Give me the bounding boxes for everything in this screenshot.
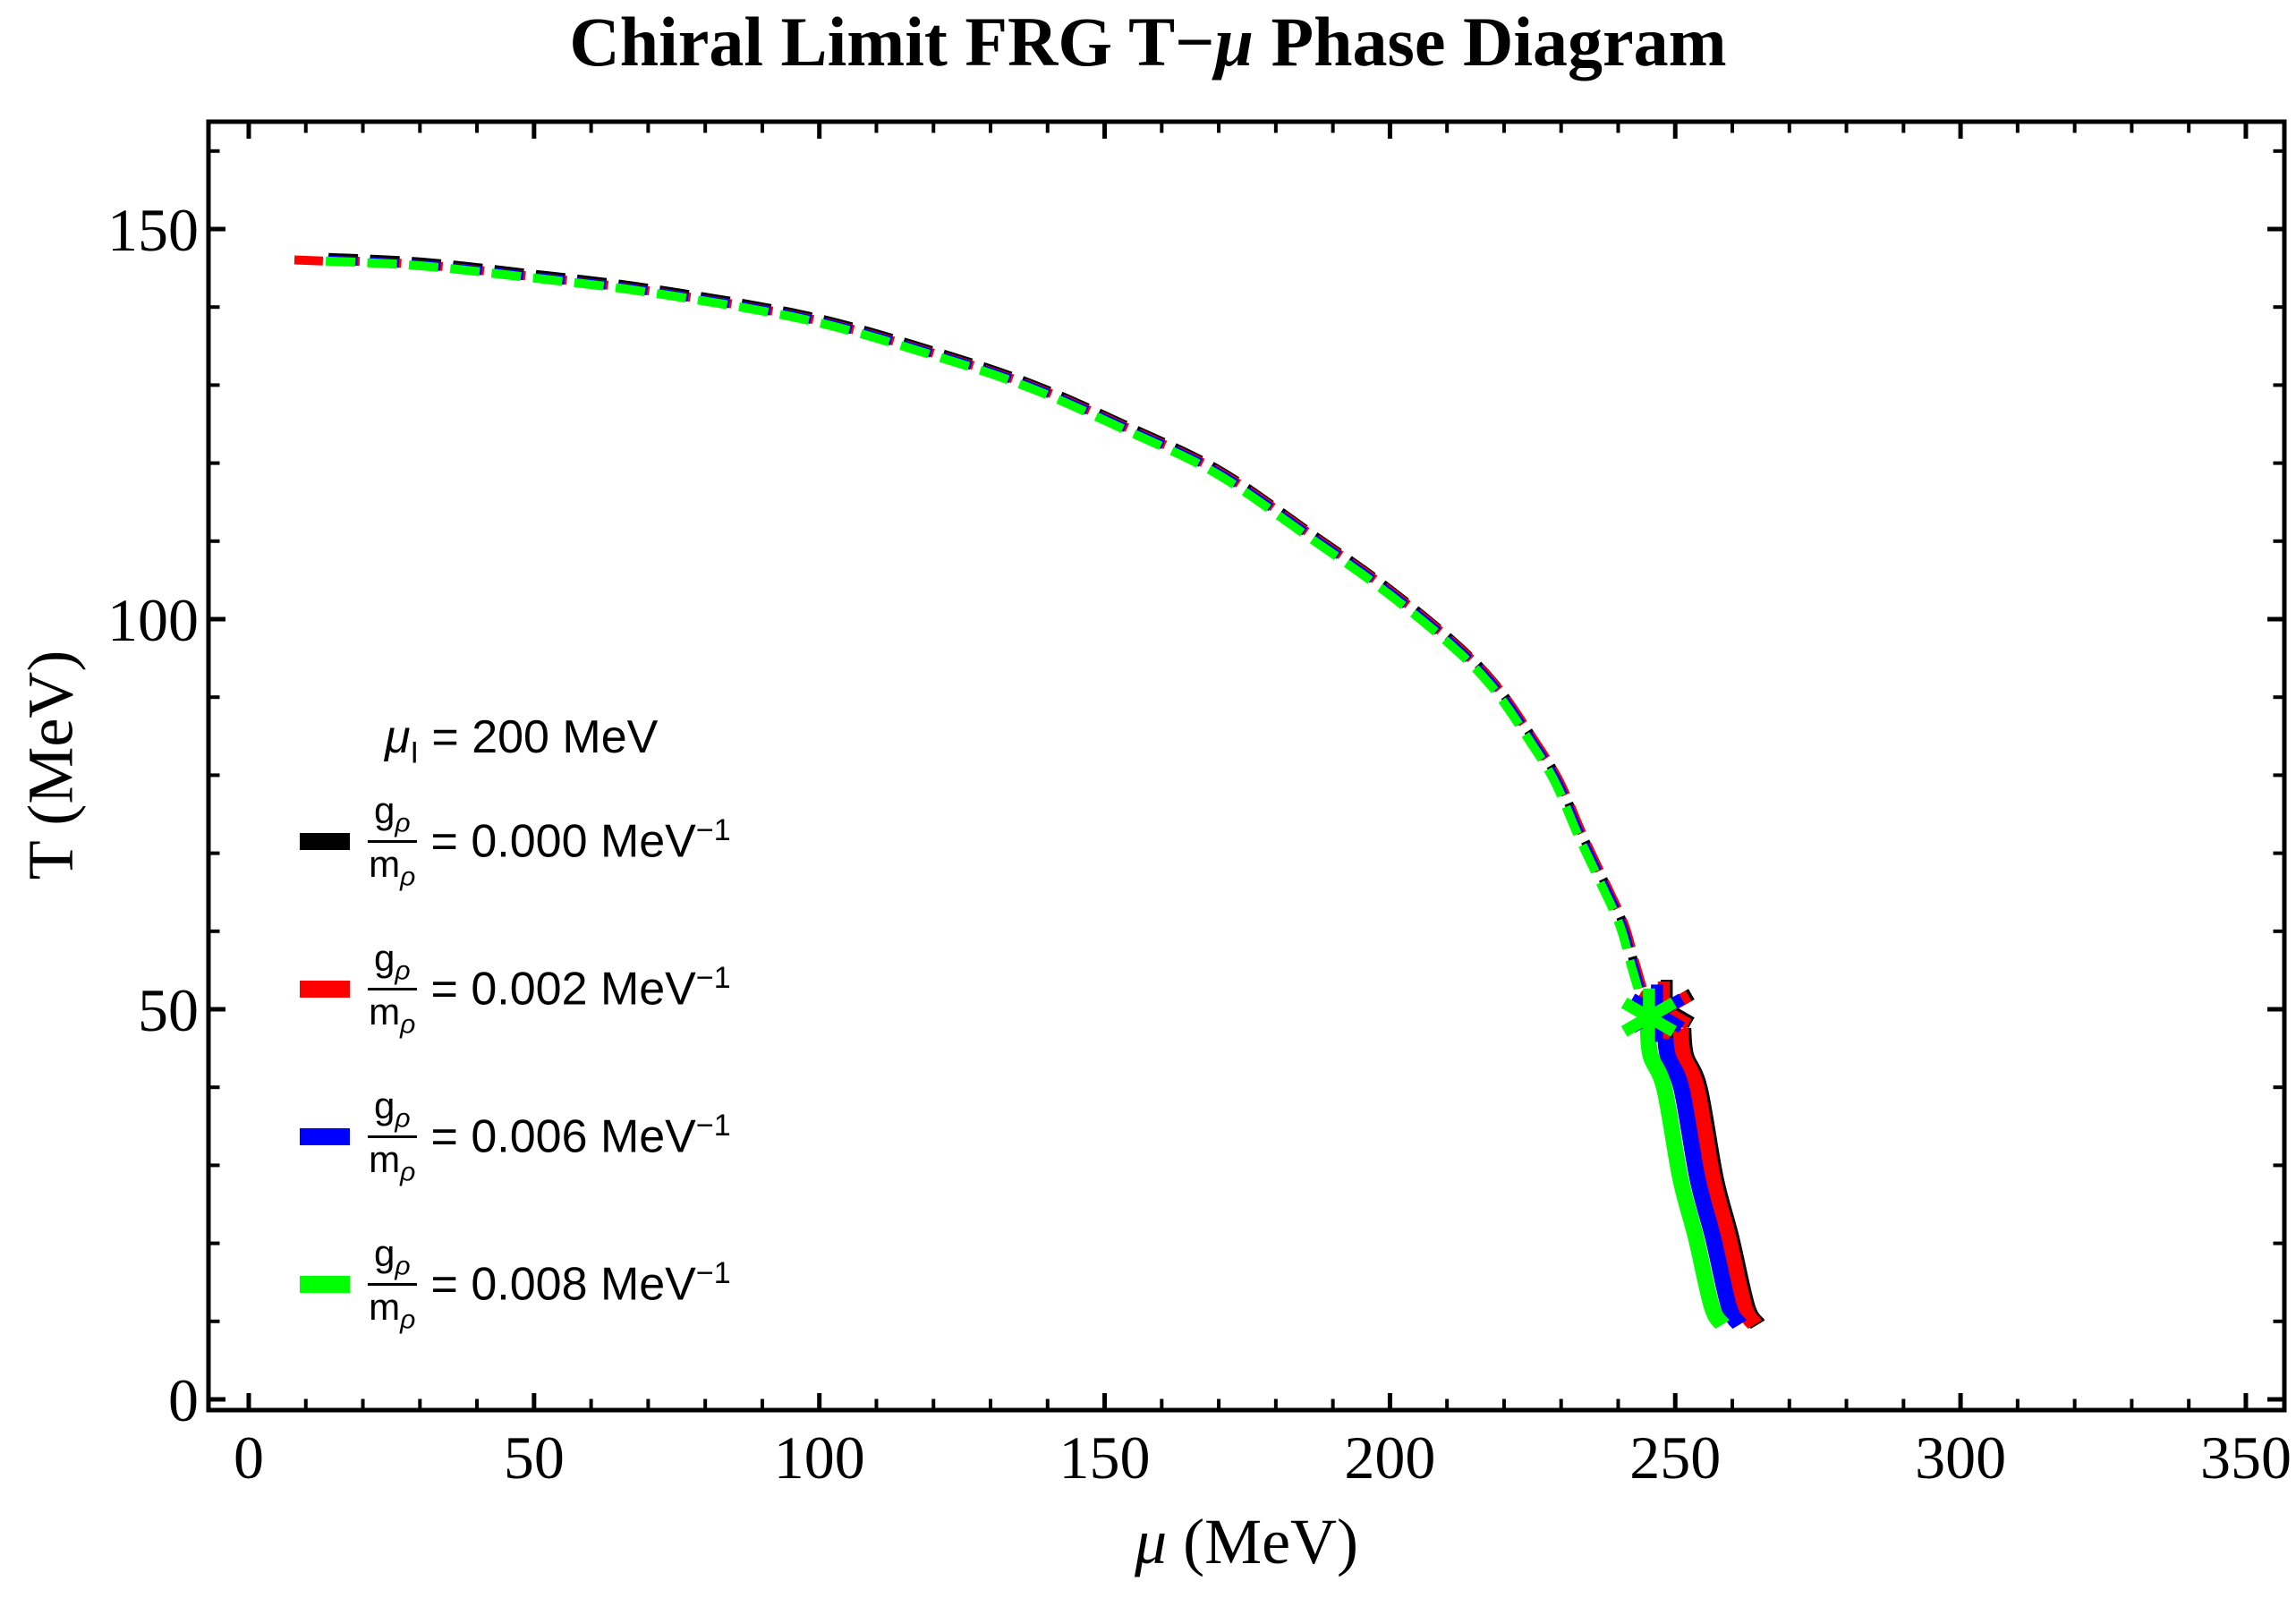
- x-axis-label: μ (MeV): [1134, 1506, 1359, 1577]
- coupling-fraction: gρ mρ: [368, 789, 417, 892]
- svg-text:0: 0: [168, 1366, 199, 1434]
- legend-value: = 0.008 MeV−1: [430, 1256, 731, 1311]
- svg-text:150: 150: [1059, 1424, 1151, 1492]
- legend-item-0.002: gρ mρ = 0.002 MeV−1: [300, 938, 731, 1040]
- svg-text:350: 350: [2200, 1424, 2292, 1492]
- legend-title: μI = 200 MeV: [385, 711, 659, 770]
- coupling-fraction: gρ mρ: [368, 937, 417, 1040]
- svg-text:250: 250: [1629, 1424, 1721, 1492]
- legend-swatch-black: [300, 832, 350, 850]
- legend-swatch-green: [300, 1275, 350, 1293]
- legend-item-0.008: gρ mρ = 0.008 MeV−1: [300, 1233, 731, 1335]
- y-axis-label: T (MeV): [14, 650, 87, 880]
- legend-swatch-blue: [300, 1127, 350, 1145]
- legend-value: = 0.006 MeV−1: [430, 1109, 731, 1163]
- legend-item-0.006: gρ mρ = 0.006 MeV−1: [300, 1085, 731, 1187]
- legend-value: = 0.002 MeV−1: [430, 961, 731, 1016]
- coupling-fraction: gρ mρ: [368, 1084, 417, 1187]
- svg-text:50: 50: [504, 1424, 565, 1492]
- svg-text:200: 200: [1344, 1424, 1435, 1492]
- svg-text:300: 300: [1915, 1424, 2006, 1492]
- svg-text:0: 0: [234, 1424, 264, 1492]
- coupling-fraction: gρ mρ: [368, 1232, 417, 1335]
- legend-swatch-red: [300, 980, 350, 998]
- legend-value: = 0.000 MeV−1: [430, 813, 731, 868]
- svg-text:150: 150: [107, 196, 199, 264]
- svg-text:100: 100: [774, 1424, 865, 1492]
- svg-text:100: 100: [107, 586, 199, 654]
- page-title: Chiral Limit FRG T−μ Phase Diagram: [569, 3, 1727, 81]
- legend-item-0.000: gρ mρ = 0.000 MeV−1: [300, 790, 731, 892]
- svg-text:50: 50: [138, 976, 199, 1044]
